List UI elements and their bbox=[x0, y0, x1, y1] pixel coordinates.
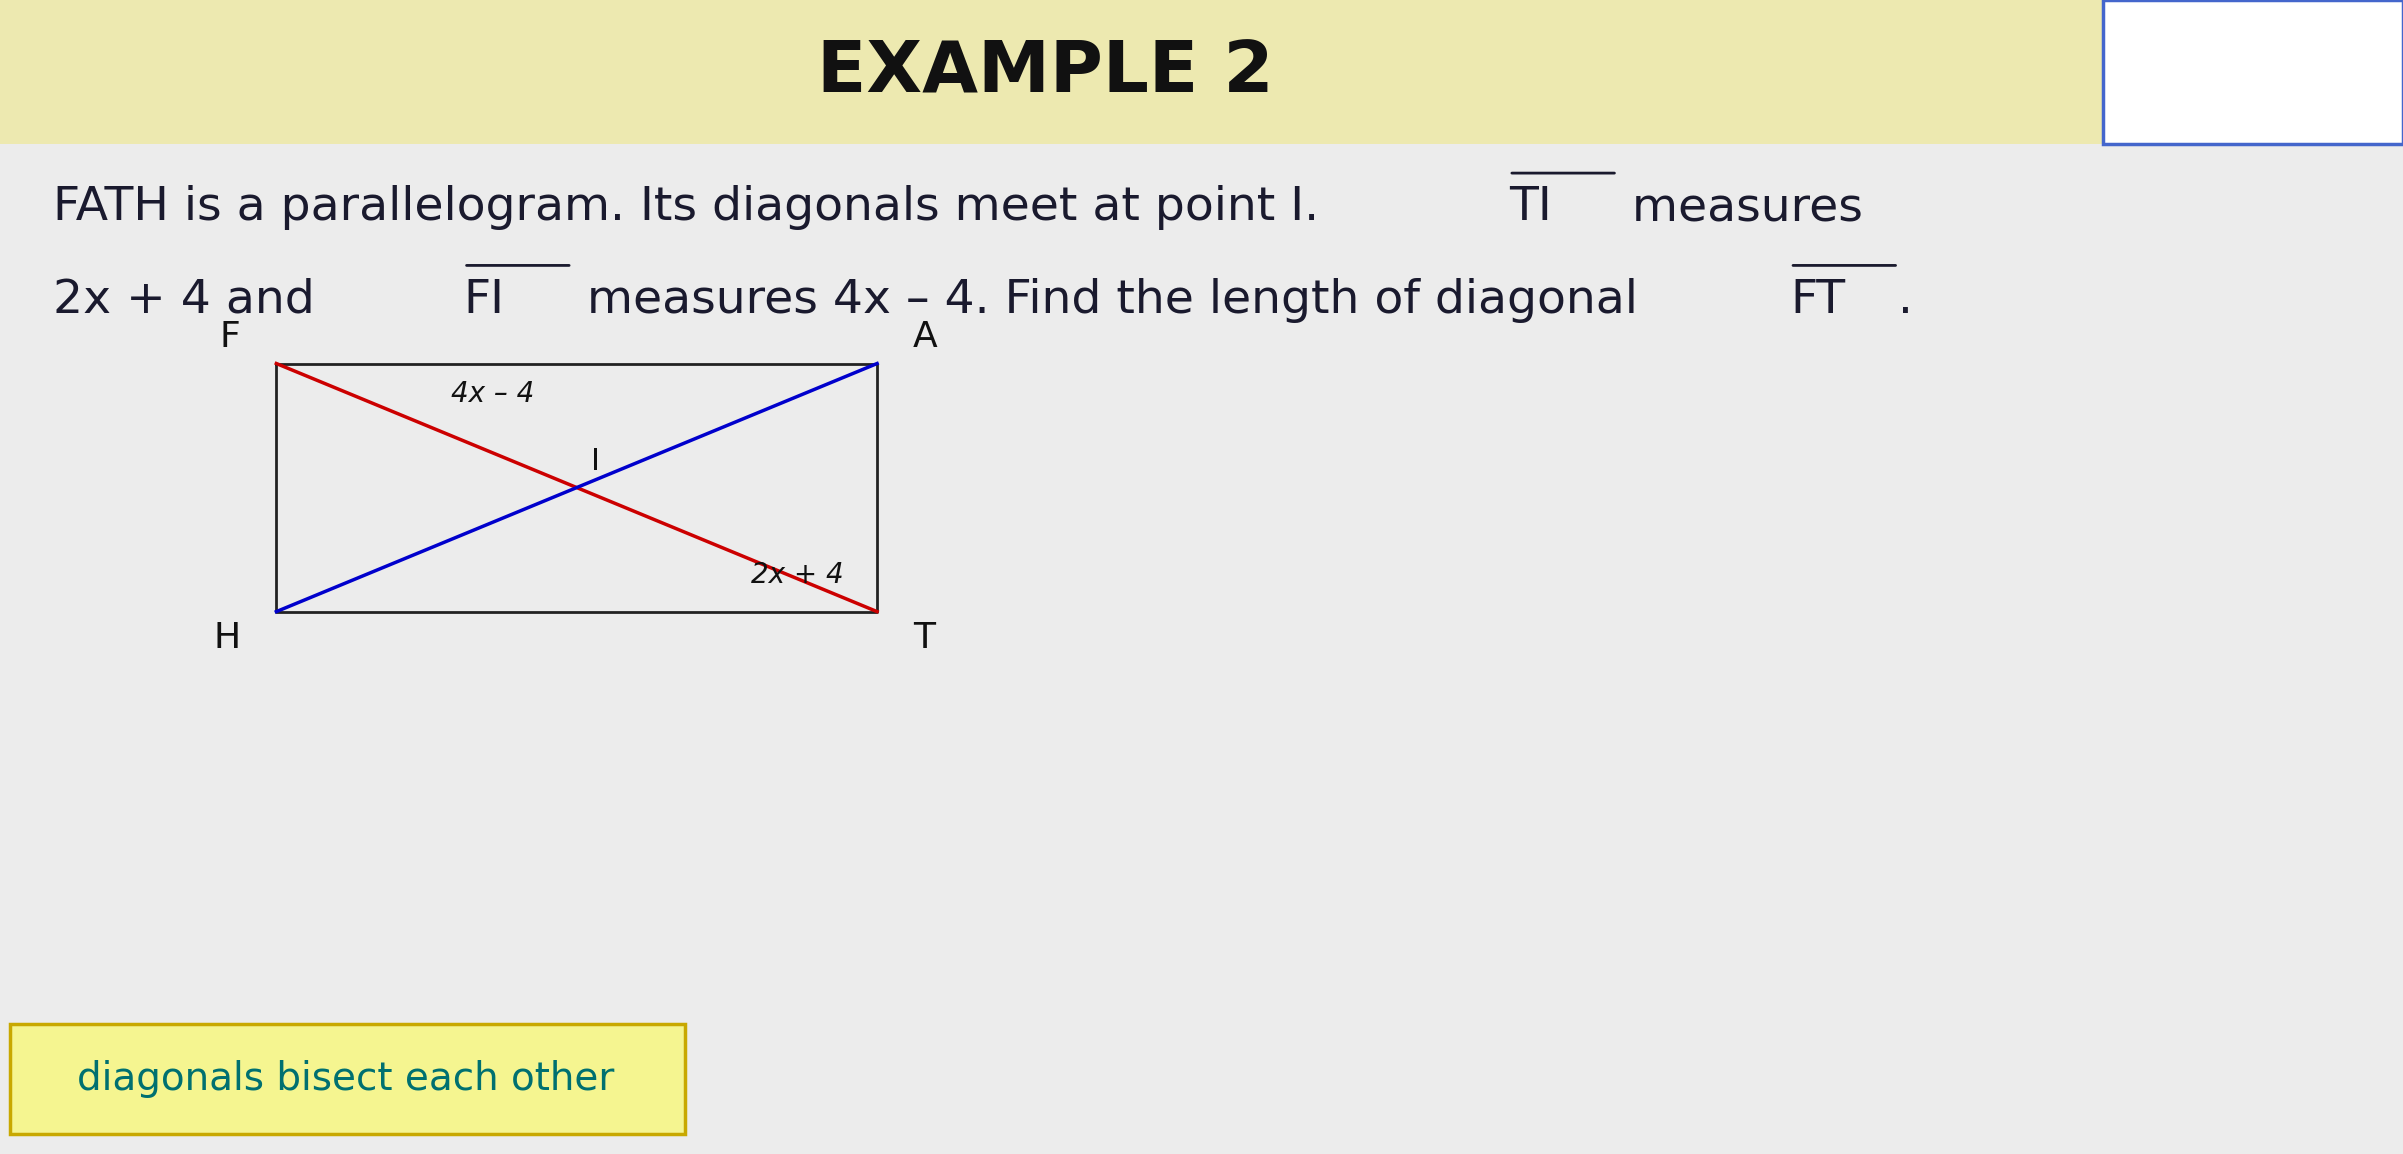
FancyBboxPatch shape bbox=[0, 144, 2403, 1154]
Text: T: T bbox=[913, 621, 935, 654]
Text: 2x + 4: 2x + 4 bbox=[750, 561, 843, 590]
FancyBboxPatch shape bbox=[2103, 0, 2403, 144]
FancyBboxPatch shape bbox=[0, 0, 2103, 144]
Text: diagonals bisect each other: diagonals bisect each other bbox=[77, 1061, 615, 1097]
Text: 2x + 4 and: 2x + 4 and bbox=[53, 278, 329, 322]
Text: H: H bbox=[214, 621, 240, 654]
Text: EXAMPLE 2: EXAMPLE 2 bbox=[817, 38, 1274, 107]
Text: A: A bbox=[913, 321, 937, 354]
Text: FT: FT bbox=[1790, 278, 1846, 322]
Text: TI: TI bbox=[1509, 186, 1552, 230]
Text: FI: FI bbox=[464, 278, 505, 322]
Text: measures 4x – 4. Find the length of diagonal: measures 4x – 4. Find the length of diag… bbox=[572, 278, 1653, 322]
Text: F: F bbox=[219, 321, 240, 354]
Text: measures: measures bbox=[1617, 186, 1862, 230]
Text: FATH is a parallelogram. Its diagonals meet at point I.: FATH is a parallelogram. Its diagonals m… bbox=[53, 186, 1329, 230]
Text: I: I bbox=[591, 447, 601, 475]
Text: 4x – 4: 4x – 4 bbox=[452, 380, 533, 409]
FancyBboxPatch shape bbox=[10, 1024, 685, 1134]
Text: .: . bbox=[1898, 278, 1913, 322]
